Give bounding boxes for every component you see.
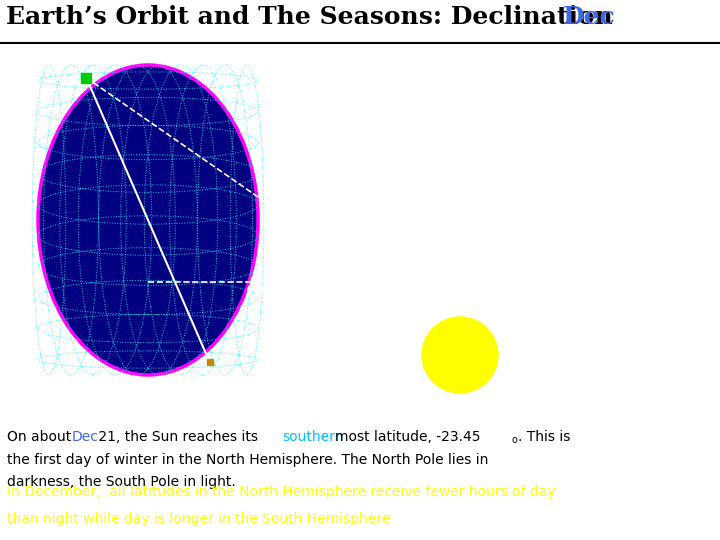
Text: than night while day is longer in the South Hemisphere: than night while day is longer in the So… (7, 512, 390, 526)
Text: Dec: Dec (563, 5, 616, 29)
Text: southern: southern (282, 430, 343, 444)
Circle shape (422, 317, 498, 393)
Text: 21, the Sun reaches its: 21, the Sun reaches its (94, 430, 262, 444)
Text: the first day of winter in the North Hemisphere. The North Pole lies in: the first day of winter in the North Hem… (7, 453, 488, 467)
Text: Earth’s Orbit and The Seasons: Declination: Earth’s Orbit and The Seasons: Declinati… (6, 5, 621, 29)
Text: darkness, the South Pole in light.: darkness, the South Pole in light. (7, 475, 235, 489)
Ellipse shape (38, 65, 258, 375)
Text: In December,  all latitudes in the North Hemisphere receive fewer hours of day: In December, all latitudes in the North … (7, 485, 556, 499)
Text: Dec: Dec (72, 430, 99, 444)
Text: most latitude, -23.45: most latitude, -23.45 (335, 430, 480, 444)
Text: NORTH POLE: NORTH POLE (10, 50, 78, 60)
Text: o: o (511, 435, 517, 445)
Text: δ: δ (246, 275, 264, 304)
Text: SOUTH POLE: SOUTH POLE (10, 380, 78, 390)
Text: . This is: . This is (518, 430, 570, 444)
Text: DECEMBER: DECEMBER (330, 383, 390, 396)
Text: On about: On about (7, 430, 76, 444)
